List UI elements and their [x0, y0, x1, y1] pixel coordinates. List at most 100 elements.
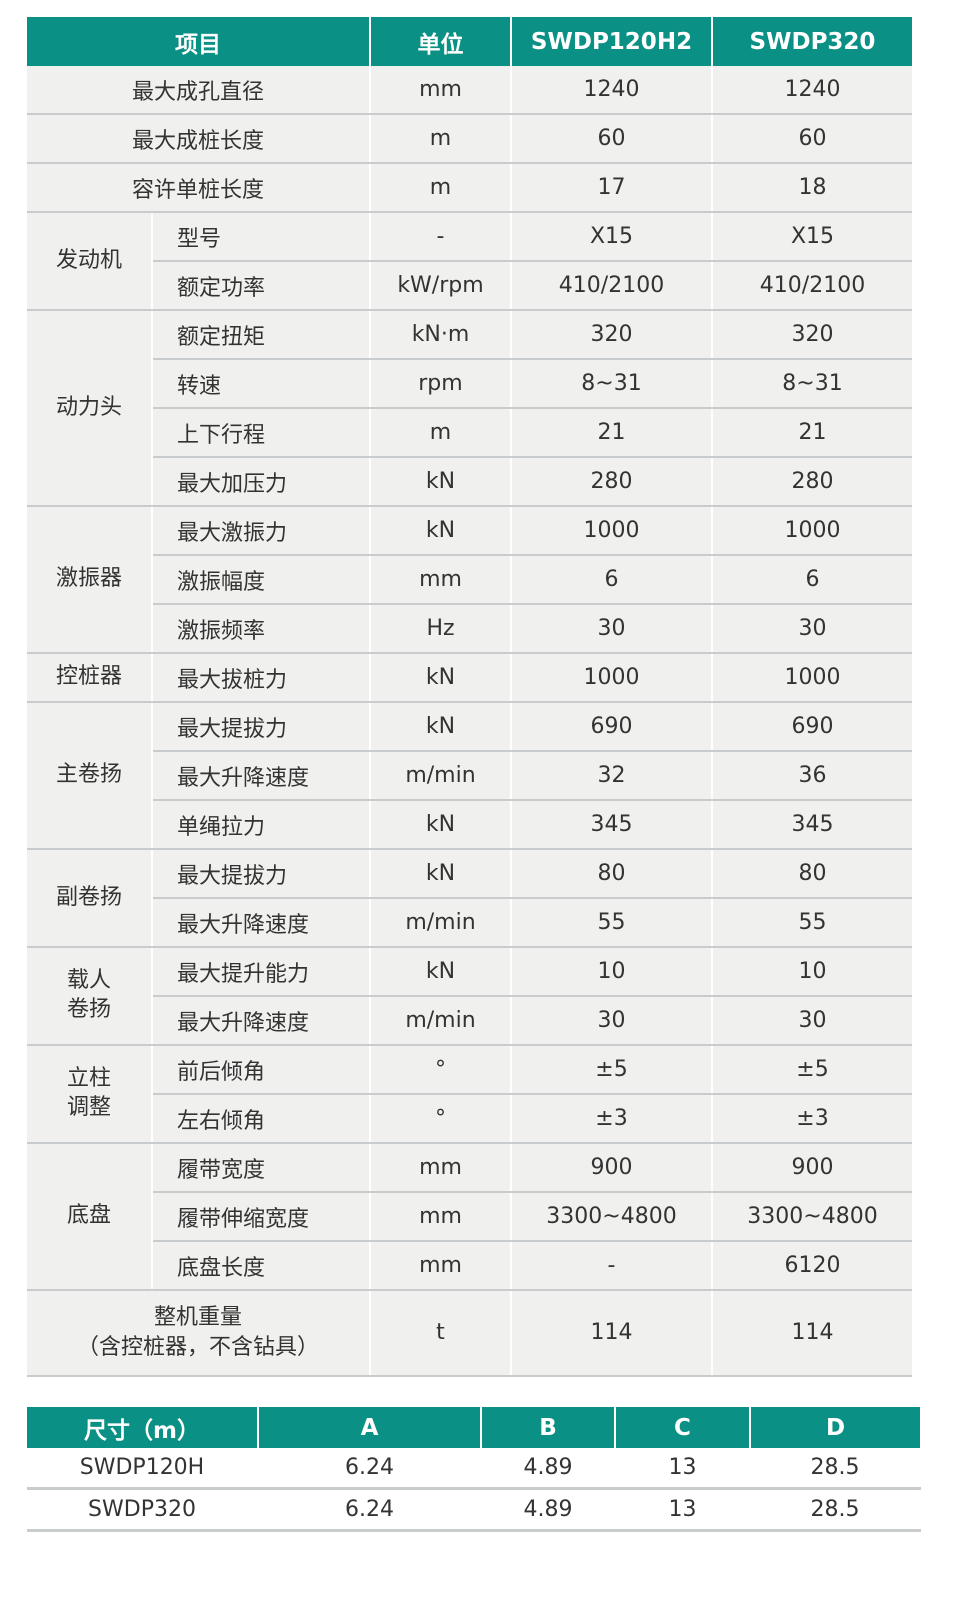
spec-item: 型号	[152, 212, 371, 262]
dims-value: 4.89	[481, 1488, 616, 1532]
spec-item: 额定功率	[152, 261, 371, 311]
spec-value-model-1: ±5	[511, 1045, 713, 1095]
spec-value-model-1: 8~31	[511, 359, 713, 409]
spec-value-model-1: 10	[511, 947, 713, 997]
spec-row: 激振幅度 mm 6 6	[27, 555, 912, 605]
spec-group: 底盘	[27, 1143, 153, 1291]
spec-unit: mm	[370, 1241, 512, 1291]
dims-model: SWDP320	[27, 1488, 259, 1532]
spec-group: 发动机	[27, 212, 153, 311]
dims-model: SWDP120H	[27, 1448, 259, 1490]
spec-unit: Hz	[370, 604, 512, 654]
spec-row: 底盘长度 mm -6120	[27, 1241, 912, 1291]
spec-item: 上下行程	[152, 408, 371, 458]
spec-value-model-2: 900	[712, 1143, 912, 1193]
spec-value-model-2: 8~31	[712, 359, 912, 409]
spec-value-model-2: 21	[712, 408, 912, 458]
spec-value-model-1: 80	[511, 849, 713, 899]
spec-item: 最大激振力	[152, 506, 371, 556]
spec-row-weight: 整机重量 （含控桩器，不含钻具） t 114 114	[27, 1290, 912, 1377]
spec-row: 载人 卷扬 最大提升能力 kN 10 10	[27, 947, 912, 1046]
spec-item: 最大升降速度	[152, 751, 371, 801]
spec-item: 履带伸缩宽度	[152, 1192, 371, 1242]
spec-value-model-2: 80	[712, 849, 912, 899]
dimensions-table: 尺寸（m） A B C D SWDP120H 6.24 4.89 13 28.5 SWDP…	[27, 1407, 921, 1532]
spec-value-model-1: 17	[511, 163, 713, 213]
spec-item: 最大升降速度	[152, 996, 371, 1046]
spec-value-model-2: 6120	[712, 1241, 912, 1291]
spec-value-model-1: 280	[511, 457, 713, 507]
spec-value-model-1: 21	[511, 408, 713, 458]
spec-unit: mm	[370, 1143, 512, 1193]
dims-value: 13	[615, 1448, 751, 1490]
spec-row: 激振器 最大激振力 kN 1000 1000	[27, 506, 912, 654]
spec-row: 立柱 调整 前后倾角 ° ±5 ±5	[27, 1045, 912, 1144]
spec-value-model-2: 1000	[712, 506, 912, 556]
spec-value-model-2: 6	[712, 555, 912, 605]
spec-row: 最大加压力 kN 280 280	[27, 457, 912, 507]
header-model-1: SWDP120H2	[511, 17, 713, 66]
spec-item: 整机重量 （含控桩器，不含钻具）	[27, 1290, 371, 1377]
spec-item: 履带宽度	[152, 1143, 371, 1193]
dims-row: SWDP320 6.24 4.89 13 28.5	[27, 1488, 921, 1532]
spec-value-model-1: 3300~4800	[511, 1192, 713, 1242]
spec-group: 立柱 调整	[27, 1045, 153, 1144]
spec-value-model-2: 60	[712, 114, 912, 164]
spec-row: 容许单桩长度 m 17 18	[27, 163, 912, 213]
spec-unit: kN	[370, 947, 512, 997]
spec-item: 前后倾角	[152, 1045, 371, 1095]
spec-value-model-2: 1000	[712, 653, 912, 703]
dims-header-a: A	[258, 1407, 482, 1448]
spec-value-model-2: ±3	[712, 1094, 912, 1144]
dims-value: 4.89	[481, 1448, 616, 1490]
spec-group: 激振器	[27, 506, 153, 654]
dims-header-d: D	[750, 1407, 920, 1448]
spec-item: 额定扭矩	[152, 310, 371, 360]
spec-item: 激振频率	[152, 604, 371, 654]
spec-value-model-2: 280	[712, 457, 912, 507]
spec-value-model-2: 36	[712, 751, 912, 801]
spec-unit: m	[370, 408, 512, 458]
spec-value-model-2: 55	[712, 898, 912, 948]
spec-item: 底盘长度	[152, 1241, 371, 1291]
spec-value-model-2: 1240	[712, 66, 912, 115]
spec-item: 最大成孔直径	[27, 66, 371, 115]
spec-item: 最大升降速度	[152, 898, 371, 948]
dims-value: 13	[615, 1488, 751, 1532]
spec-item: 左右倾角	[152, 1094, 371, 1144]
spec-value-model-2: 18	[712, 163, 912, 213]
spec-group: 主卷扬	[27, 702, 153, 850]
spec-unit: m/min	[370, 898, 512, 948]
spec-value-model-1: 30	[511, 996, 713, 1046]
spec-unit: mm	[370, 1192, 512, 1242]
spec-value-model-1: 900	[511, 1143, 713, 1193]
spec-group: 控桩器	[27, 653, 153, 703]
spec-unit: kN·m	[370, 310, 512, 360]
spec-item: 最大成桩长度	[27, 114, 371, 164]
spec-unit: kN	[370, 457, 512, 507]
spec-unit: -	[370, 212, 512, 262]
spec-item: 最大提拔力	[152, 702, 371, 752]
spec-value-model-1: -	[511, 1241, 713, 1291]
spec-value-model-2: X15	[712, 212, 912, 262]
spec-row: 最大成孔直径 mm 1240 1240	[27, 66, 912, 115]
spec-table: 项目 单位 SWDP120H2 SWDP320 最大成孔直径 mm 1240 1240…	[27, 17, 912, 1377]
header-unit: 单位	[370, 17, 512, 66]
spec-value-model-1: 6	[511, 555, 713, 605]
spec-item: 容许单桩长度	[27, 163, 371, 213]
spec-value-model-1: 320	[511, 310, 713, 360]
spec-item: 激振幅度	[152, 555, 371, 605]
spec-weight-unit: t	[370, 1290, 512, 1377]
spec-unit: kN	[370, 702, 512, 752]
spec-row: 最大升降速度 m/min 55 55	[27, 898, 912, 948]
spec-value-model-1: 690	[511, 702, 713, 752]
spec-value-model-1: 1000	[511, 653, 713, 703]
spec-value-model-1: 60	[511, 114, 713, 164]
dims-header-label: 尺寸（m）	[27, 1407, 259, 1448]
spec-value-model-1: 55	[511, 898, 713, 948]
spec-row: 最大升降速度 m/min 30 30	[27, 996, 912, 1046]
spec-row: 控桩器 最大拔桩力 kN 1000 1000	[27, 653, 912, 703]
spec-group: 载人 卷扬	[27, 947, 153, 1046]
spec-row: 最大成桩长度 m 60 60	[27, 114, 912, 164]
spec-row: 底盘 履带宽度 mm 900 900	[27, 1143, 912, 1291]
